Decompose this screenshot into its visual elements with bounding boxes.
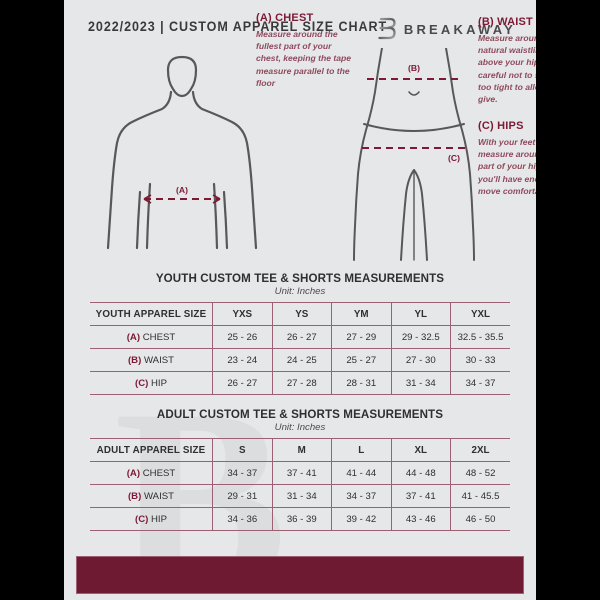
youth-chest-yxs: 25 - 26: [212, 325, 273, 349]
row-name: HIP: [151, 377, 167, 389]
youth-col-yl: YL: [390, 302, 451, 326]
adult-row-hip-label: (C) HIP: [90, 507, 213, 531]
youth-chest-yl: 29 - 32.5: [390, 325, 451, 349]
row-tag: (C): [135, 377, 149, 389]
adult-apparel-size-header: ADULT APPAREL SIZE: [90, 438, 213, 462]
callout-chest-title: (A) CHEST: [256, 12, 314, 24]
table-row: (A) CHEST 25 - 26 26 - 27 27 - 29 29 - 3…: [90, 325, 510, 349]
callout-waist-body: Measure around your natural waistline – …: [478, 33, 536, 105]
youth-size-table: YOUTH APPAREL SIZE YXS YS YM YL YXL (A) …: [90, 302, 510, 395]
adult-hip-xl: 43 - 46: [390, 507, 451, 531]
row-tag: (B): [127, 354, 142, 366]
chest-measure-line-icon: [143, 194, 221, 204]
adult-waist-m: 31 - 34: [271, 484, 332, 508]
adult-size-table: ADULT APPAREL SIZE S M L XL 2XL (A) CHES…: [90, 438, 510, 531]
row-name: CHEST: [142, 331, 176, 343]
youth-chest-ys: 26 - 27: [271, 325, 332, 349]
table-row: (C) HIP 34 - 36 36 - 39 39 - 42 43 - 46 …: [90, 507, 510, 531]
adult-hip-l: 39 - 42: [331, 507, 392, 531]
youth-apparel-size-header: YOUTH APPAREL SIZE: [90, 302, 213, 326]
youth-col-ys: YS: [271, 302, 332, 326]
adult-chest-2xl: 48 - 52: [450, 461, 510, 485]
youth-row-waist-label: (B) WAIST: [90, 348, 213, 372]
youth-hip-yxl: 34 - 37: [450, 371, 510, 395]
brand-name: BREAKAWAY: [403, 21, 516, 37]
youth-waist-yxs: 23 - 24: [212, 348, 273, 372]
adult-waist-s: 29 - 31: [212, 484, 273, 508]
table-header-row: ADULT APPAREL SIZE S M L XL 2XL: [90, 438, 510, 462]
youth-chest-ym: 27 - 29: [331, 325, 392, 349]
row-tag: (A): [126, 467, 141, 479]
breakaway-b-monogram-icon: [378, 16, 396, 42]
adult-col-l: L: [331, 438, 392, 462]
hips-measure-label: (C): [448, 153, 460, 163]
youth-hip-ys: 27 - 28: [271, 371, 332, 395]
row-tag: (B): [127, 490, 142, 502]
callout-hips-title: (C) HIPS: [478, 120, 524, 132]
adult-hip-2xl: 46 - 50: [450, 507, 510, 531]
youth-col-ym: YM: [331, 302, 392, 326]
page-header: 2022/2023 | CUSTOM APPAREL SIZE CHART BR…: [64, 0, 536, 52]
adult-table-unit: Unit: Inches: [274, 422, 326, 433]
adult-col-2xl: 2XL: [450, 438, 510, 462]
adult-hip-s: 34 - 36: [212, 507, 273, 531]
adult-chest-s: 34 - 37: [212, 461, 273, 485]
adult-hip-m: 36 - 39: [271, 507, 332, 531]
row-tag: (C): [135, 513, 149, 525]
youth-col-yxs: YXS: [212, 302, 273, 326]
callout-hips: (C) HIPS With your feet together, measur…: [478, 120, 536, 197]
row-name: WAIST: [143, 490, 175, 502]
youth-waist-yxl: 30 - 33: [450, 348, 510, 372]
adult-chest-m: 37 - 41: [271, 461, 332, 485]
callout-chest: (A) CHEST Measure around the fullest par…: [256, 12, 356, 89]
adult-table-title: ADULT CUSTOM TEE & SHORTS MEASUREMENTS: [156, 408, 444, 421]
adult-waist-xl: 37 - 41: [390, 484, 451, 508]
lower-body-silhouette-icon: [353, 48, 475, 261]
row-name: WAIST: [143, 354, 175, 366]
footer-bar: [76, 556, 524, 594]
adult-col-xl: XL: [390, 438, 451, 462]
youth-size-table-block: YOUTH CUSTOM TEE & SHORTS MEASUREMENTS U…: [64, 272, 536, 395]
youth-hip-yl: 31 - 34: [390, 371, 451, 395]
youth-chest-yxl: 32.5 - 35.5: [450, 325, 510, 349]
row-name: CHEST: [142, 467, 176, 479]
size-chart-page: B 2022/2023 | CUSTOM APPAREL SIZE CHART: [64, 0, 536, 600]
youth-col-yxl: YXL: [450, 302, 510, 326]
youth-table-title: YOUTH CUSTOM TEE & SHORTS MEASUREMENTS: [155, 272, 445, 285]
waist-measure-label: (B): [408, 63, 420, 73]
youth-table-unit: Unit: Inches: [274, 286, 326, 297]
table-header-row: YOUTH APPAREL SIZE YXS YS YM YL YXL: [90, 302, 510, 326]
table-row: (B) WAIST 29 - 31 31 - 34 34 - 37 37 - 4…: [90, 484, 510, 508]
adult-chest-l: 41 - 44: [331, 461, 392, 485]
adult-row-chest-label: (A) CHEST: [90, 461, 213, 485]
youth-waist-ym: 25 - 27: [331, 348, 392, 372]
adult-size-table-block: ADULT CUSTOM TEE & SHORTS MEASUREMENTS U…: [64, 408, 536, 531]
adult-col-m: M: [271, 438, 332, 462]
callout-waist-title: (B) WAIST: [478, 16, 533, 28]
callout-chest-body: Measure around the fullest part of your …: [256, 29, 352, 88]
callout-waist: (B) WAIST Measure around your natural wa…: [478, 16, 536, 105]
callout-hips-body: With your feet together, measure around …: [478, 137, 536, 196]
page-title: 2022/2023 | CUSTOM APPAREL SIZE CHART: [88, 19, 388, 34]
adult-row-waist-label: (B) WAIST: [90, 484, 213, 508]
row-tag: (A): [126, 331, 141, 343]
upper-body-silhouette-icon: [106, 55, 258, 250]
measurement-diagram: (A) (B): [64, 48, 536, 268]
row-name: HIP: [151, 513, 167, 525]
youth-waist-ys: 24 - 25: [271, 348, 332, 372]
youth-row-chest-label: (A) CHEST: [90, 325, 213, 349]
youth-waist-yl: 27 - 30: [390, 348, 451, 372]
youth-row-hip-label: (C) HIP: [90, 371, 213, 395]
chest-measure-label: (A): [176, 185, 188, 195]
adult-waist-2xl: 41 - 45.5: [450, 484, 510, 508]
table-row: (C) HIP 26 - 27 27 - 28 28 - 31 31 - 34 …: [90, 371, 510, 395]
brand-lockup: BREAKAWAY: [375, 16, 516, 42]
adult-col-s: S: [212, 438, 273, 462]
table-row: (B) WAIST 23 - 24 24 - 25 25 - 27 27 - 3…: [90, 348, 510, 372]
table-row: (A) CHEST 34 - 37 37 - 41 41 - 44 44 - 4…: [90, 461, 510, 485]
adult-waist-l: 34 - 37: [331, 484, 392, 508]
youth-hip-yxs: 26 - 27: [212, 371, 273, 395]
adult-chest-xl: 44 - 48: [390, 461, 451, 485]
youth-hip-ym: 28 - 31: [331, 371, 392, 395]
